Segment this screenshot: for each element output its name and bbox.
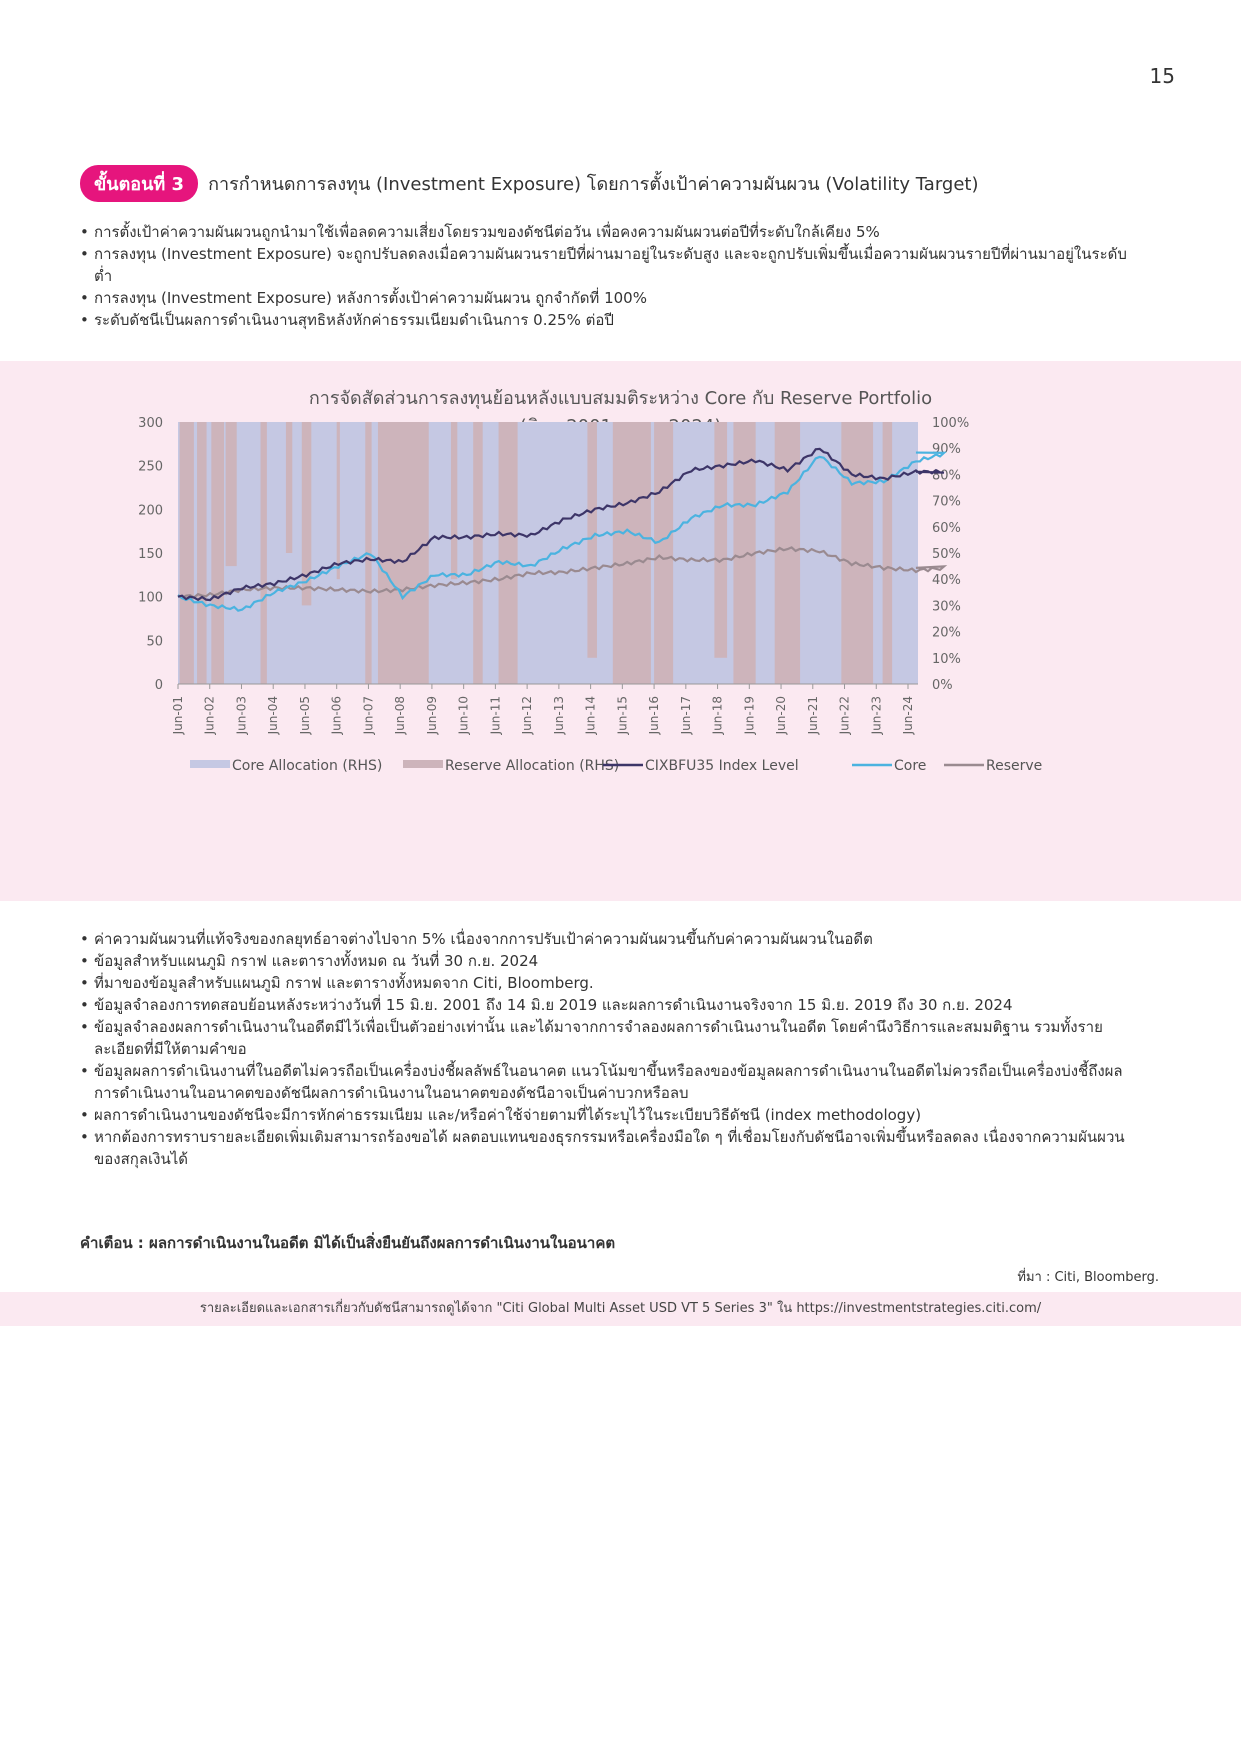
reserve-allocation-band xyxy=(714,422,728,658)
note: ผลการดำเนินงานของดัชนีจะมีการหักค่าธรรมเ… xyxy=(80,1104,1140,1126)
x-tick-label: Jun-10 xyxy=(457,696,471,735)
y2-tick-label: 60% xyxy=(932,521,961,536)
x-tick-label: Jun-19 xyxy=(742,696,756,735)
y2-tick-label: 0% xyxy=(932,678,953,693)
legend-label: Reserve Allocation (RHS) xyxy=(445,758,619,774)
x-tick-label: Jun-24 xyxy=(901,696,915,735)
y-tick-label: 300 xyxy=(138,416,163,431)
series-line-cixbfu35-index-level xyxy=(177,447,945,602)
y-tick-label: 150 xyxy=(138,547,163,562)
note: ข้อมูลผลการดำเนินงานที่ในอดีตไม่ควรถือเป… xyxy=(80,1060,1140,1104)
series-line-core xyxy=(177,451,947,612)
legend-swatch xyxy=(403,760,443,768)
reserve-allocation-band xyxy=(473,422,483,684)
y-tick-label: 250 xyxy=(138,460,163,475)
reserve-allocation-band xyxy=(654,422,674,684)
bullet: การตั้งเป้าค่าความผันผวนถูกนำมาใช้เพื่อล… xyxy=(80,221,1140,243)
series-line-reserve xyxy=(177,546,948,600)
reserve-allocation-band xyxy=(882,422,893,684)
x-tick-label: Jun-07 xyxy=(361,696,375,735)
reserve-allocation-band xyxy=(612,422,651,684)
y2-tick-label: 40% xyxy=(932,573,961,588)
reserve-allocation-band xyxy=(225,422,237,567)
reserve-allocation-band xyxy=(587,422,597,658)
step-title: การกำหนดการลงทุน (Investment Exposure) โ… xyxy=(208,174,979,195)
y-tick-label: 0 xyxy=(155,678,163,693)
reserve-allocation-band xyxy=(179,422,194,684)
bullet: การลงทุน (Investment Exposure) จะถูกปรับ… xyxy=(80,243,1140,287)
chart-panel: การจัดสัดส่วนการลงทุนย้อนหลังแบบสมมติระห… xyxy=(0,361,1241,901)
note: ที่มาของข้อมูลสำหรับแผนภูมิ กราฟ และตารา… xyxy=(80,972,1140,994)
x-tick-label: Jun-20 xyxy=(774,696,788,735)
y-tick-label: 50 xyxy=(146,634,163,649)
reserve-allocation-band xyxy=(197,422,207,684)
x-tick-label: Jun-23 xyxy=(869,696,883,735)
source-text: ที่มา : Citi, Bloomberg. xyxy=(1017,1270,1159,1285)
note: ข้อมูลจำลองการทดสอบย้อนหลังระหว่างวันที่… xyxy=(80,994,1140,1016)
bullet: ระดับดัชนีเป็นผลการดำเนินงานสุทธิหลังหัก… xyxy=(80,309,1140,331)
line-chart: 0 50 100 150 200 250 300 0% 10% 20% 30% 40% 50% 60% 70… xyxy=(138,416,1042,774)
y2-tick-label: 10% xyxy=(932,652,961,667)
x-tick-label: Jun-11 xyxy=(488,696,502,735)
x-tick-label: Jun-14 xyxy=(584,696,598,735)
intro-bullets: การตั้งเป้าค่าความผันผวนถูกนำมาใช้เพื่อล… xyxy=(80,221,1140,331)
x-tick-label: Jun-22 xyxy=(838,696,852,735)
x-tick-label: Jun-05 xyxy=(298,696,312,735)
y-tick-label: 200 xyxy=(138,503,163,518)
y2-tick-label: 50% xyxy=(932,547,961,562)
bullet: การลงทุน (Investment Exposure) หลังการตั… xyxy=(80,287,1140,309)
reserve-allocation-band xyxy=(260,422,267,684)
notes-list: ค่าความผันผวนที่แท้จริงของกลยุทธ์อาจต่าง… xyxy=(80,928,1140,1170)
step-heading: ขั้นตอนที่ 3 การกำหนดการลงทุน (Investmen… xyxy=(80,165,979,202)
reserve-allocation-band xyxy=(285,422,293,553)
y2-tick-label: 100% xyxy=(932,416,969,431)
x-tick-label: Jun-13 xyxy=(552,696,566,735)
note: หากต้องการทราบรายละเอียดเพิ่มเติมสามารถร… xyxy=(80,1126,1140,1170)
x-tick-label: Jun-08 xyxy=(393,696,407,735)
x-tick-label: Jun-04 xyxy=(266,696,280,735)
x-tick-label: Jun-15 xyxy=(615,696,629,735)
note: ข้อมูลจำลองผลการดำเนินงานในอดีตมีไว้เพื่… xyxy=(80,1016,1140,1060)
x-tick-label: Jun-09 xyxy=(425,696,439,735)
x-tick-label: Jun-02 xyxy=(203,696,217,735)
y2-tick-label: 30% xyxy=(932,599,961,614)
legend-label: Reserve xyxy=(986,758,1042,774)
y-tick-label: 100 xyxy=(138,591,163,606)
legend-label: Core Allocation (RHS) xyxy=(232,758,382,774)
reserve-allocation-band xyxy=(336,422,340,580)
x-tick-label: Jun-03 xyxy=(234,696,248,735)
footer-link-text: รายละเอียดและเอกสารเกี่ยวกับดัชนีสามารถด… xyxy=(0,1292,1241,1326)
reserve-allocation-band xyxy=(733,422,756,684)
chart-title-line: การจัดสัดส่วนการลงทุนย้อนหลังแบบสมมติระห… xyxy=(308,388,933,409)
warning-text: คำเตือน : ผลการดำเนินงานในอดีต มิได้เป็น… xyxy=(80,1234,616,1252)
x-tick-label: Jun-06 xyxy=(330,696,344,735)
note: ค่าความผันผวนที่แท้จริงของกลยุทธ์อาจต่าง… xyxy=(80,928,1140,950)
reserve-allocation-band xyxy=(377,422,429,684)
reserve-allocation-band xyxy=(301,422,312,606)
legend-label: Core xyxy=(894,758,926,774)
x-tick-label: Jun-21 xyxy=(806,696,820,735)
legend-label: CIXBFU35 Index Level xyxy=(645,758,799,774)
x-tick-label: Jun-18 xyxy=(711,696,725,735)
step-badge: ขั้นตอนที่ 3 xyxy=(80,165,199,202)
reserve-allocation-band xyxy=(498,422,518,684)
reserve-allocation-band xyxy=(841,422,874,684)
page-number: 15 xyxy=(1149,64,1175,88)
reserve-allocation-band xyxy=(211,422,225,684)
x-tick-label: Jun-16 xyxy=(647,696,661,735)
reserve-allocation-band xyxy=(774,422,801,684)
x-tick-label: Jun-17 xyxy=(679,696,693,735)
y2-tick-label: 20% xyxy=(932,626,961,641)
legend-swatch xyxy=(190,760,230,768)
reserve-allocation-band xyxy=(450,422,458,580)
note: ข้อมูลสำหรับแผนภูมิ กราฟ และตารางทั้งหมด… xyxy=(80,950,1140,972)
x-tick-label: Jun-12 xyxy=(520,696,534,735)
y2-tick-label: 70% xyxy=(932,495,961,510)
x-tick-label: Jun-01 xyxy=(171,696,185,735)
